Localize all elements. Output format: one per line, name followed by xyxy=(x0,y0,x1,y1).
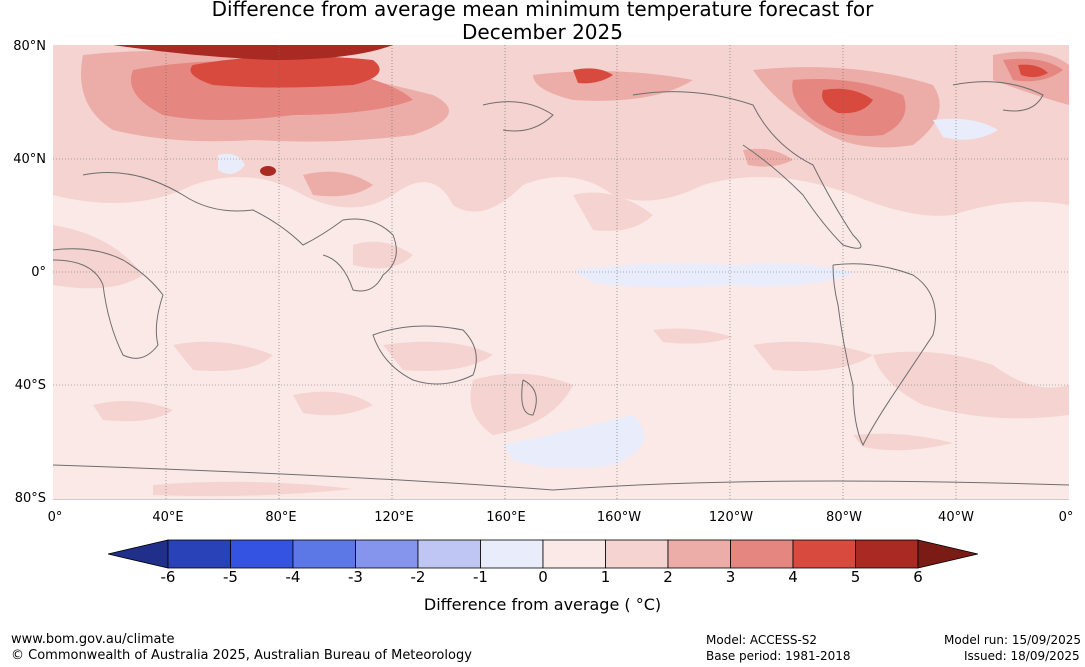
lat-label-80n: 80°N xyxy=(13,39,46,54)
lon-label-80w: 80°W xyxy=(826,510,862,525)
lon-label-120e: 120°E xyxy=(374,510,414,525)
colorbar-segment xyxy=(417,539,481,569)
lon-label-160e: 160°E xyxy=(486,510,526,525)
coastlines xyxy=(53,81,1069,491)
colorbar-segment xyxy=(667,539,731,569)
colorbar-extend-high xyxy=(917,539,978,569)
lon-label-120w: 120°W xyxy=(708,510,754,525)
footer-copyright: © Commonwealth of Australia 2025, Austra… xyxy=(11,648,472,663)
colorbar xyxy=(108,539,978,569)
map-title-line2: December 2025 xyxy=(462,20,623,44)
lon-label-40e: 40°E xyxy=(152,510,184,525)
lon-label-80e: 80°E xyxy=(265,510,297,525)
lon-label-0-left: 0° xyxy=(47,510,63,525)
colorbar-tick-label: -3 xyxy=(348,568,363,586)
colorbar-tick-label: -4 xyxy=(285,568,301,586)
colorbar-tick-label: 4 xyxy=(788,568,798,586)
colorbar-tick-label: 1 xyxy=(600,568,611,586)
lon-label-160w: 160°W xyxy=(596,510,642,525)
colorbar-segment xyxy=(730,539,794,569)
lon-label-0-right: 0° xyxy=(1058,510,1074,525)
colorbar-extend-low xyxy=(108,539,169,569)
map-canvas xyxy=(53,45,1069,499)
colorbar-tick-label: 2 xyxy=(663,568,673,586)
anomaly-4-5-regions xyxy=(190,56,1048,114)
colorbar-tick-label: -6 xyxy=(160,568,176,586)
lat-label-40n: 40°N xyxy=(13,152,46,167)
colorbar-tick-label: 6 xyxy=(913,568,923,586)
colorbar-tick-label: -2 xyxy=(410,568,426,586)
footer-model-run: Model run: 15/09/2025 xyxy=(944,633,1082,647)
colorbar-segment xyxy=(855,539,919,569)
colorbar-segment xyxy=(542,539,606,569)
lon-label-40w: 40°W xyxy=(938,510,974,525)
colorbar-segment xyxy=(480,539,544,569)
colorbar-title: Difference from average ( °C) xyxy=(423,595,662,614)
lat-label-0: 0° xyxy=(31,265,46,280)
lat-label-40s: 40°S xyxy=(14,378,46,393)
lat-label-80s: 80°S xyxy=(14,491,46,506)
footer-base-period: Base period: 1981-2018 xyxy=(706,649,851,663)
footer-issued: Issued: 18/09/2025 xyxy=(964,649,1080,663)
colorbar-segment xyxy=(292,539,356,569)
footer-url[interactable]: www.bom.gov.au/climate xyxy=(11,632,175,647)
graticule xyxy=(53,45,1069,499)
colorbar-segment xyxy=(230,539,294,569)
colorbar-tick-label: 0 xyxy=(538,568,548,586)
colorbar-segment xyxy=(167,539,231,569)
colorbar-segment xyxy=(792,539,856,569)
colorbar-segment xyxy=(355,539,419,569)
anomaly-map xyxy=(53,45,1069,500)
colorbar-tick-label: 3 xyxy=(725,568,736,586)
map-title-line1: Difference from average mean minimum tem… xyxy=(211,0,874,21)
footer-model: Model: ACCESS-S2 xyxy=(706,633,818,647)
colorbar-tick-label: -5 xyxy=(223,568,238,586)
anomaly-5-6-regions xyxy=(113,45,393,176)
colorbar-segment xyxy=(605,539,669,569)
colorbar-tick-label: -1 xyxy=(473,568,488,586)
colorbar-tick-label: 5 xyxy=(850,568,861,586)
